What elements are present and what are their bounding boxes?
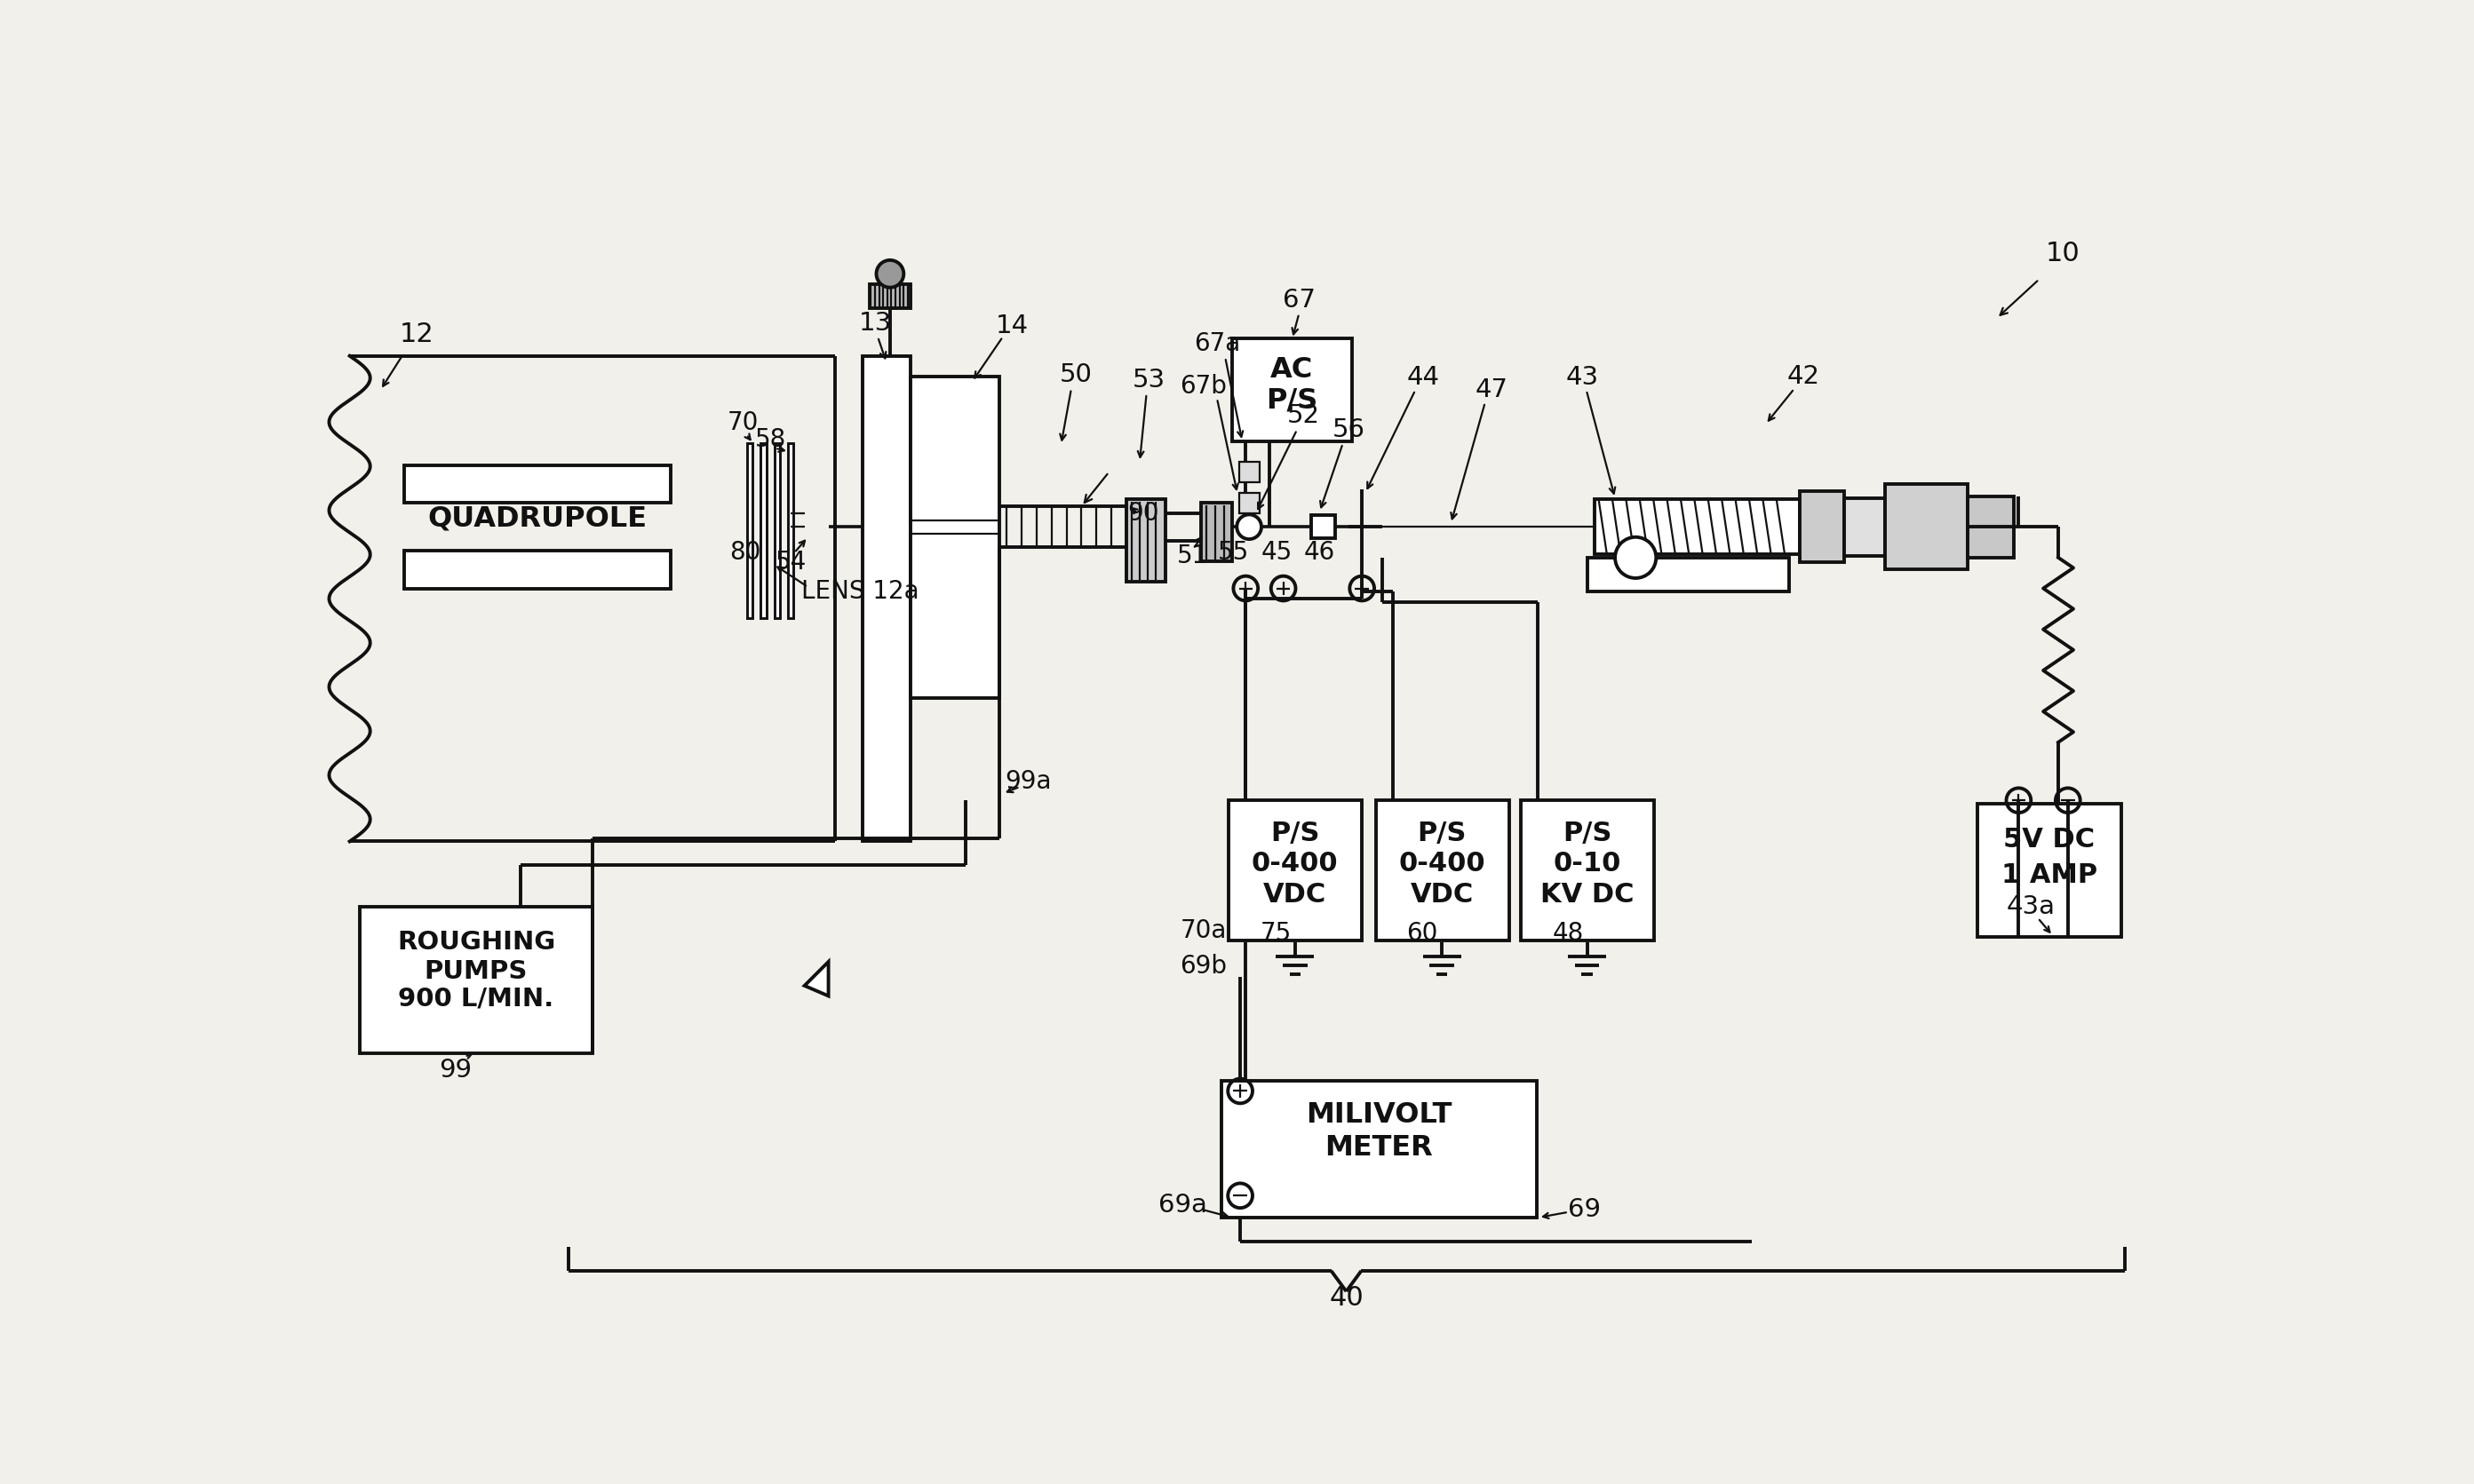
Text: METER: METER bbox=[1326, 1134, 1432, 1162]
Text: 69: 69 bbox=[1569, 1198, 1601, 1221]
Text: AC: AC bbox=[1269, 356, 1314, 383]
Text: 48: 48 bbox=[1551, 922, 1583, 947]
Text: 10: 10 bbox=[2046, 240, 2081, 266]
Text: 0-400: 0-400 bbox=[1398, 852, 1484, 877]
Text: PUMPS: PUMPS bbox=[426, 959, 527, 984]
Text: 60: 60 bbox=[1405, 922, 1437, 947]
Text: P/S: P/S bbox=[1267, 386, 1316, 414]
Text: 14: 14 bbox=[995, 313, 1029, 338]
Text: 69b: 69b bbox=[1180, 953, 1227, 978]
Bar bbox=[1799, 491, 1843, 562]
Text: 54: 54 bbox=[774, 551, 807, 574]
Text: LENS 12a: LENS 12a bbox=[802, 579, 918, 604]
Bar bbox=[760, 444, 767, 617]
Text: 40: 40 bbox=[1329, 1285, 1363, 1310]
Text: 67: 67 bbox=[1282, 288, 1316, 312]
Text: 67a: 67a bbox=[1195, 331, 1239, 356]
Bar bbox=[910, 377, 999, 697]
Text: P/S: P/S bbox=[1418, 821, 1467, 846]
Text: 67b: 67b bbox=[1180, 374, 1227, 399]
Circle shape bbox=[876, 260, 903, 288]
Text: 58: 58 bbox=[755, 427, 787, 451]
Bar bbox=[1885, 484, 1967, 570]
Text: 80: 80 bbox=[730, 540, 760, 565]
Text: KV DC: KV DC bbox=[1541, 881, 1633, 908]
Text: 53: 53 bbox=[1133, 368, 1165, 392]
Text: 43a: 43a bbox=[2006, 893, 2056, 919]
Text: 42: 42 bbox=[1786, 364, 1818, 389]
Text: 44: 44 bbox=[1408, 365, 1440, 390]
Text: 50: 50 bbox=[1059, 362, 1094, 387]
Text: 0-10: 0-10 bbox=[1554, 852, 1620, 877]
Text: 1 AMP: 1 AMP bbox=[2001, 862, 2098, 889]
Text: 99a: 99a bbox=[1004, 769, 1051, 794]
Bar bbox=[1588, 558, 1789, 592]
Bar bbox=[1202, 503, 1232, 561]
Bar bbox=[1230, 800, 1363, 941]
Polygon shape bbox=[804, 962, 829, 996]
Text: 0-400: 0-400 bbox=[1252, 852, 1338, 877]
Text: 46: 46 bbox=[1304, 540, 1336, 565]
Bar bbox=[1232, 338, 1351, 441]
Bar bbox=[1311, 515, 1336, 539]
Text: 12: 12 bbox=[398, 321, 433, 347]
Bar bbox=[1126, 500, 1165, 582]
Bar bbox=[863, 356, 910, 841]
Bar bbox=[1596, 500, 1799, 554]
Text: VDC: VDC bbox=[1410, 881, 1475, 908]
Text: 55: 55 bbox=[1217, 540, 1249, 565]
Text: 5V DC: 5V DC bbox=[2004, 827, 2095, 853]
Text: 45: 45 bbox=[1262, 540, 1291, 565]
Text: 47: 47 bbox=[1475, 377, 1509, 402]
Bar bbox=[1239, 462, 1259, 482]
Bar bbox=[747, 444, 752, 617]
Bar bbox=[359, 907, 591, 1054]
Bar bbox=[1843, 499, 1885, 555]
Bar bbox=[774, 444, 779, 617]
Text: 90: 90 bbox=[1128, 500, 1158, 525]
Text: 99: 99 bbox=[440, 1058, 473, 1083]
Text: 69a: 69a bbox=[1158, 1193, 1207, 1218]
Text: 43: 43 bbox=[1566, 365, 1598, 390]
Bar bbox=[403, 551, 670, 588]
Text: 900 L/MIN.: 900 L/MIN. bbox=[398, 987, 554, 1011]
Text: P/S: P/S bbox=[1269, 821, 1319, 846]
Text: 52: 52 bbox=[1286, 404, 1321, 429]
Bar bbox=[1376, 800, 1509, 941]
Text: 70a: 70a bbox=[1180, 919, 1227, 942]
Text: 70: 70 bbox=[727, 411, 760, 435]
Text: MILIVOLT: MILIVOLT bbox=[1306, 1101, 1452, 1129]
Bar bbox=[1222, 1080, 1536, 1217]
Circle shape bbox=[1616, 537, 1655, 579]
Text: P/S: P/S bbox=[1564, 821, 1611, 846]
Text: 51: 51 bbox=[1178, 543, 1207, 568]
Bar bbox=[868, 283, 910, 309]
Text: 75: 75 bbox=[1262, 922, 1291, 947]
Circle shape bbox=[1237, 515, 1262, 539]
Text: 56: 56 bbox=[1331, 417, 1366, 442]
Text: VDC: VDC bbox=[1264, 881, 1326, 908]
Text: QUADRUPOLE: QUADRUPOLE bbox=[428, 505, 648, 533]
Text: 13: 13 bbox=[858, 310, 891, 335]
Bar bbox=[1967, 496, 2014, 558]
Text: ROUGHING: ROUGHING bbox=[396, 930, 554, 956]
Bar bbox=[1239, 493, 1259, 513]
Bar bbox=[789, 444, 794, 617]
Bar bbox=[1977, 804, 2120, 936]
Bar bbox=[1522, 800, 1655, 941]
Bar bbox=[403, 466, 670, 503]
